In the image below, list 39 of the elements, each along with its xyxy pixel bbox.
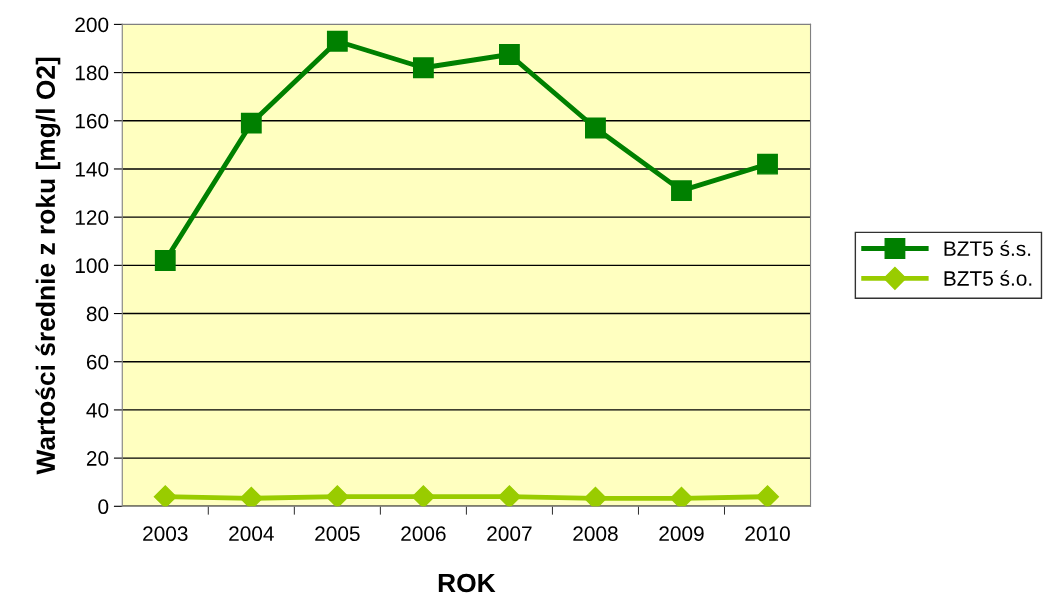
point [325,485,349,507]
point [411,485,435,507]
point [498,44,520,65]
point [583,486,607,507]
y-tick-label: 180 [75,65,109,81]
y-tick-label: 20 [86,451,109,466]
point [326,30,348,52]
y-tick-label: 0 [98,499,109,515]
y-tick-label: 120 [75,210,109,225]
point [239,486,263,507]
y-tick-label: 40 [86,402,109,418]
x-tick-label: 2008 [573,526,618,542]
x-tick-label: 2004 [229,526,274,542]
y-tick-label: 80 [86,306,109,322]
point [153,485,177,507]
x-tick-label: 2003 [143,526,188,542]
y-tick-label: 200 [75,17,109,33]
point [671,180,692,202]
point [756,485,780,507]
point [412,57,434,79]
point [757,153,778,175]
legend-label: BZT5 ś.s. [944,240,1031,257]
x-axis-title: ROK [438,573,496,593]
y-tick-label: 140 [75,161,109,177]
x-tick-label: 2009 [659,526,704,542]
y-tick-label: 160 [75,113,109,129]
point [585,117,606,139]
x-tick-label: 2007 [487,526,532,542]
x-tick-label: 2006 [401,526,446,542]
legend-label: BZT5 ś.o. [944,270,1032,286]
point [240,112,262,134]
point [497,485,521,507]
x-tick-label: 2005 [315,526,360,542]
point [154,250,176,271]
x-tick-label: 2010 [745,526,790,542]
y-tick-label: 60 [86,354,109,370]
y-tick-label: 100 [75,258,109,274]
y-axis-title: Wartości średnie z roku [mg/l O2] [35,57,61,475]
point [669,486,693,507]
